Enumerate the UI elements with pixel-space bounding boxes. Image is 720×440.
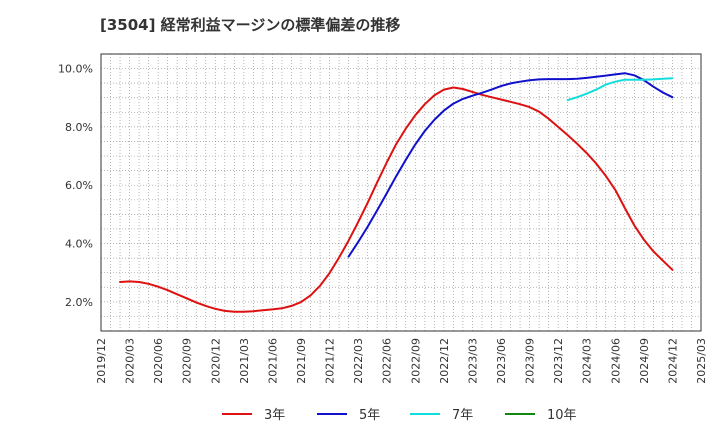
y-axis: 2.0% 4.0% 6.0% 8.0% 10.0% bbox=[58, 63, 93, 309]
x-tick-label: 2024/03 bbox=[581, 338, 594, 384]
legend-label: 5年 bbox=[359, 408, 380, 423]
x-tick-label: 2023/12 bbox=[552, 338, 565, 384]
x-tick-label: 2022/12 bbox=[438, 338, 451, 384]
y-tick-label: 10.0% bbox=[58, 63, 93, 76]
x-tick-label: 2020/06 bbox=[152, 338, 165, 384]
x-tick-label: 2021/12 bbox=[324, 338, 337, 384]
x-tick-label: 2025/03 bbox=[695, 338, 708, 384]
x-tick-label: 2021/06 bbox=[266, 338, 279, 384]
series-lines bbox=[119, 72, 674, 313]
x-tick-label: 2021/03 bbox=[238, 338, 251, 384]
x-tick-label: 2021/09 bbox=[295, 338, 308, 384]
grid-lines bbox=[101, 54, 701, 331]
y-tick-label: 8.0% bbox=[65, 121, 93, 134]
x-tick-label: 2019/12 bbox=[95, 338, 108, 384]
plot-border bbox=[100, 53, 702, 332]
plot-area bbox=[101, 54, 701, 331]
legend-label: 3年 bbox=[264, 408, 285, 423]
x-tick-label: 2022/09 bbox=[409, 338, 422, 384]
x-tick-label: 2023/06 bbox=[495, 338, 508, 384]
x-tick-label: 2020/09 bbox=[181, 338, 194, 384]
chart-title: [3504] 経常利益マージンの標準偏差の推移 bbox=[100, 16, 400, 34]
legend-label: 10年 bbox=[547, 408, 577, 423]
y-tick-label: 6.0% bbox=[65, 179, 93, 192]
y-tick-label: 2.0% bbox=[65, 296, 93, 309]
legend: 3年 5年 7年 10年 bbox=[222, 408, 577, 423]
series-line-5年 bbox=[347, 72, 674, 258]
x-tick-label: 2023/03 bbox=[466, 338, 479, 384]
x-tick-label: 2020/12 bbox=[209, 338, 222, 384]
x-axis: 2019/12 2020/03 2020/06 2020/09 2020/12 2021/… bbox=[95, 338, 708, 384]
x-tick-label: 2023/09 bbox=[524, 338, 537, 384]
legend-label: 7年 bbox=[452, 408, 473, 423]
x-tick-label: 2020/03 bbox=[124, 338, 137, 384]
y-tick-label: 4.0% bbox=[65, 238, 93, 251]
x-tick-label: 2022/03 bbox=[352, 338, 365, 384]
x-tick-label: 2024/09 bbox=[638, 338, 651, 384]
series-line-3年 bbox=[119, 86, 674, 313]
x-tick-label: 2022/06 bbox=[381, 338, 394, 384]
series-line-7年 bbox=[566, 77, 674, 102]
x-tick-label: 2024/06 bbox=[609, 338, 622, 384]
x-tick-label: 2024/12 bbox=[666, 338, 679, 384]
